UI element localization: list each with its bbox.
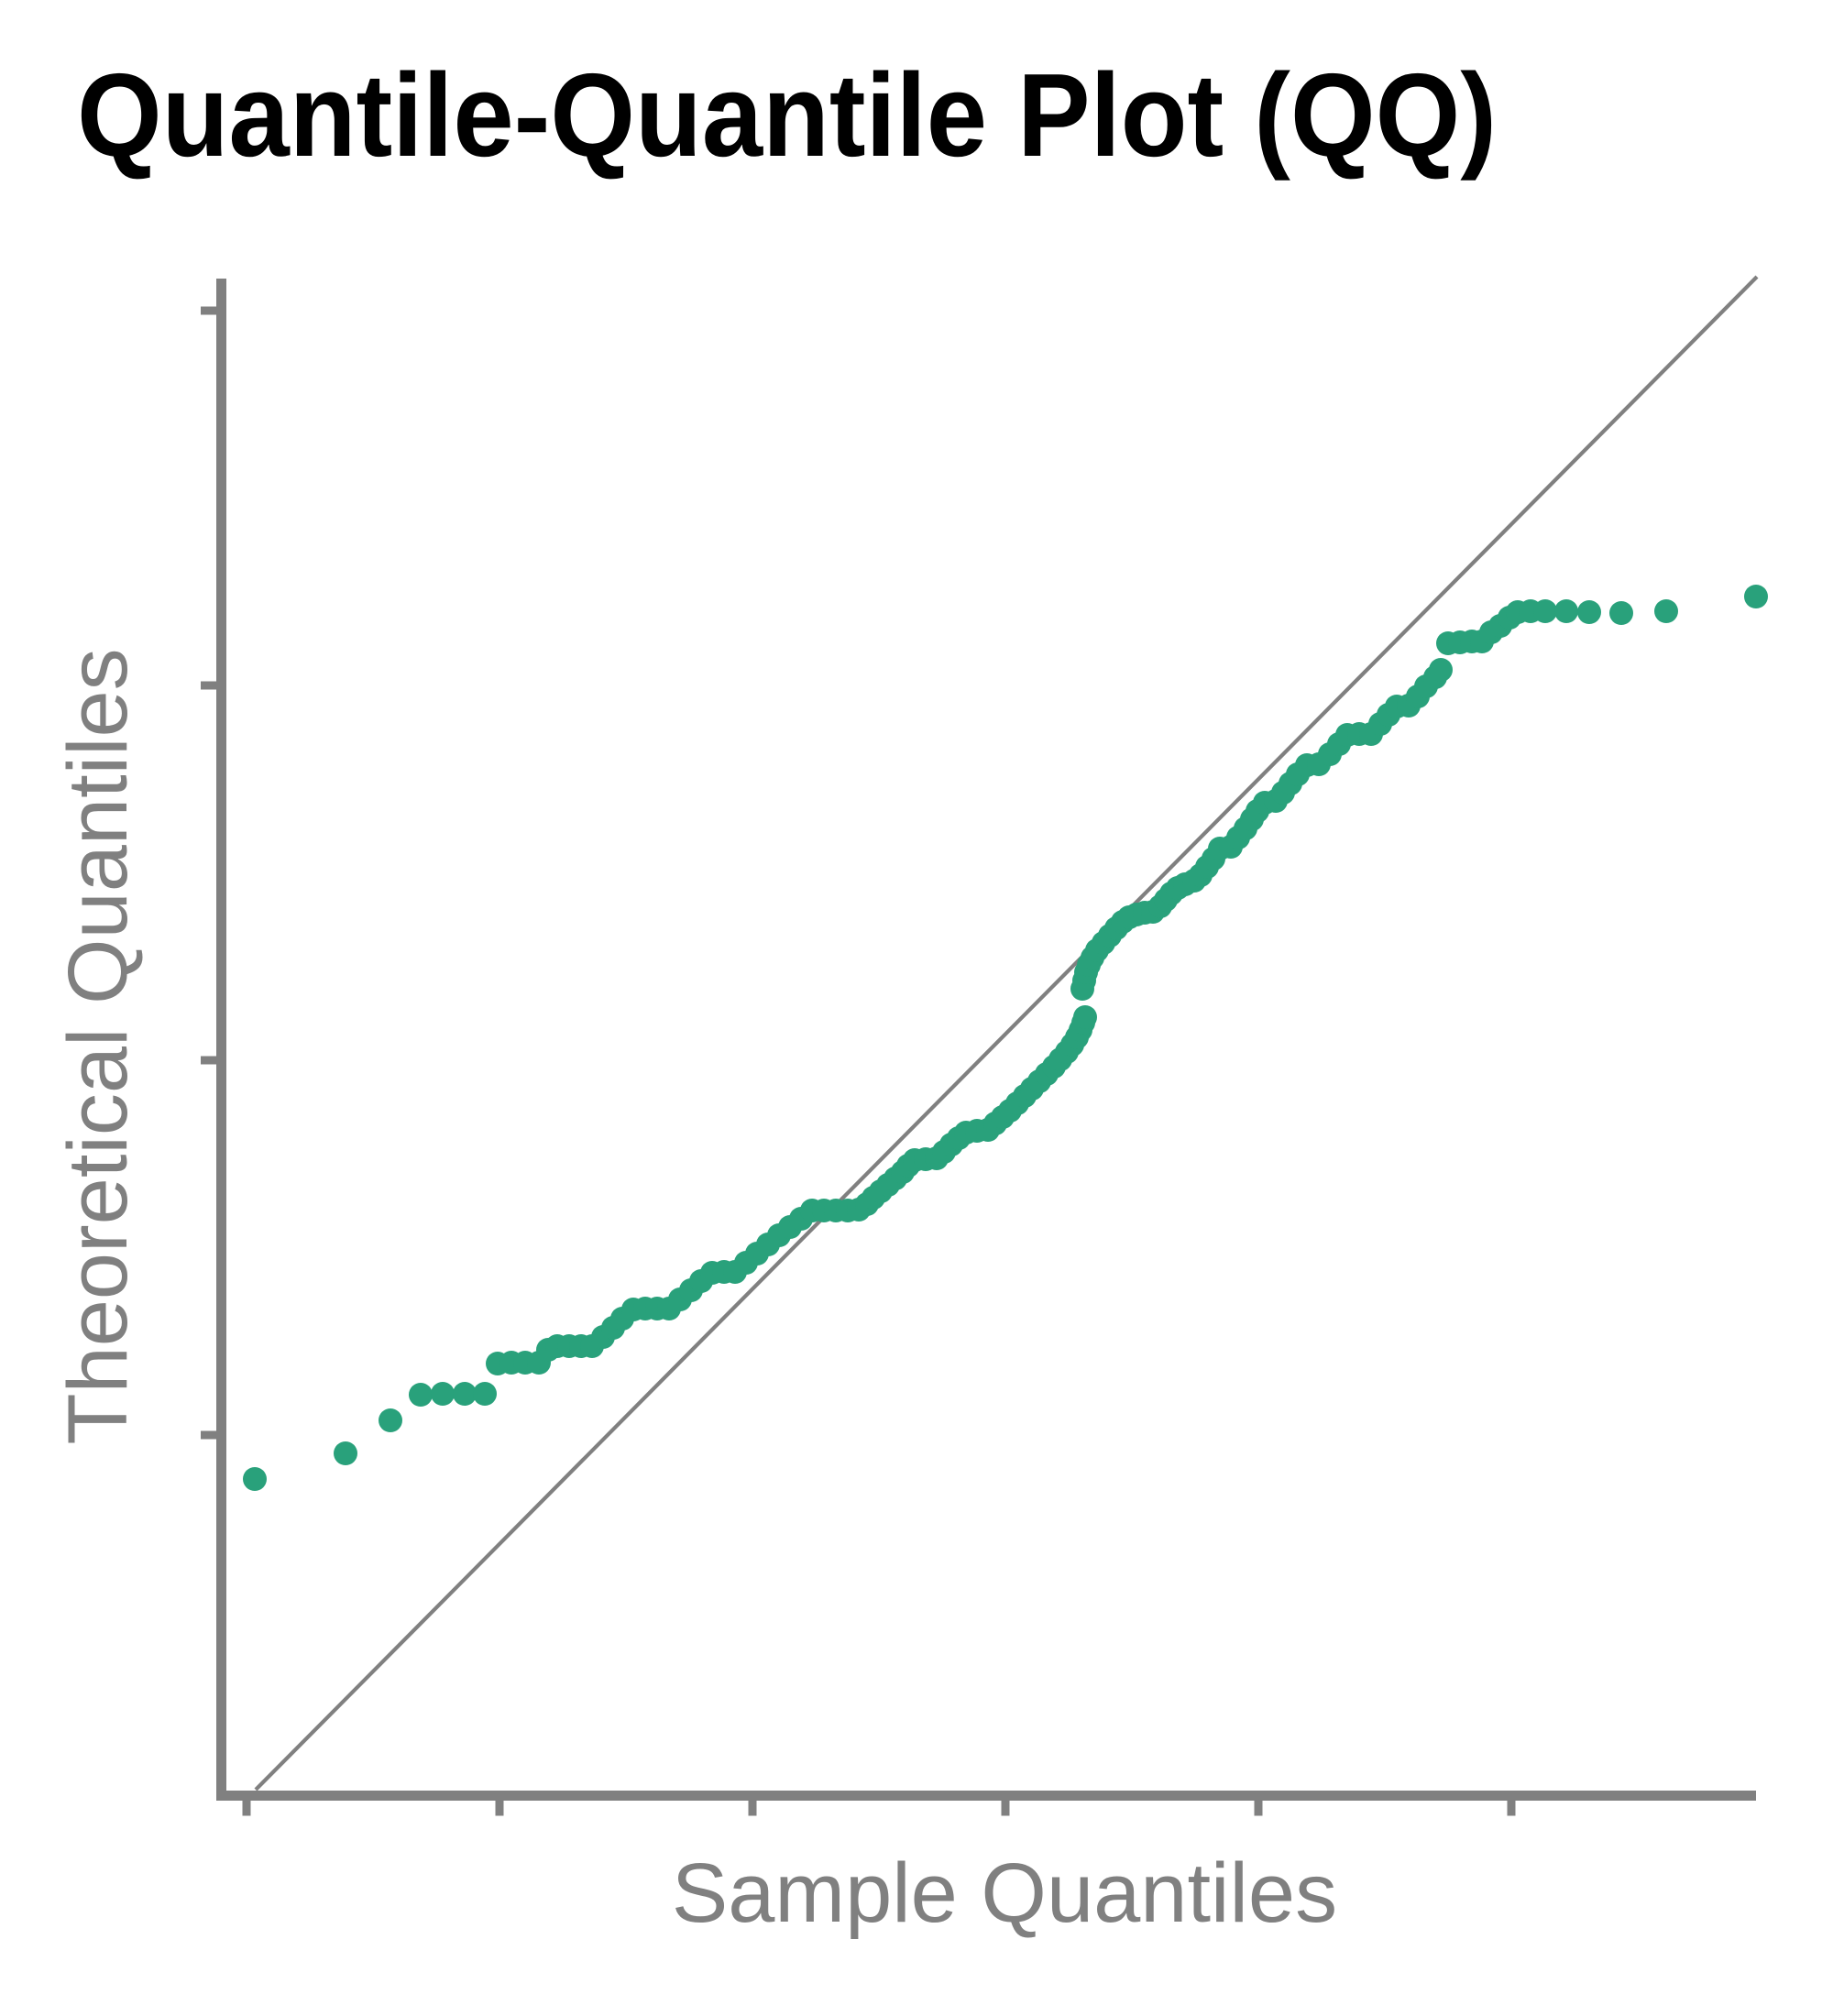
svg-text:Theoretical Quantiles: Theoretical Quantiles [51,648,145,1444]
svg-text:Sample Quantiles: Sample Quantiles [672,1846,1337,1940]
svg-text:Quantile-Quantile Plot (QQ): Quantile-Quantile Plot (QQ) [77,49,1497,181]
